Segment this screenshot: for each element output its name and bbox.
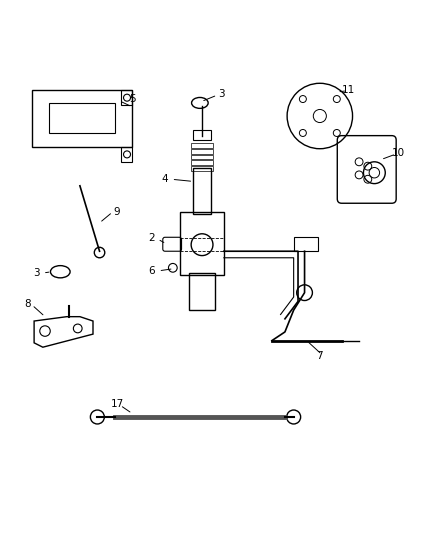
Bar: [49, 103, 115, 133]
Bar: [121, 147, 132, 162]
Text: 3: 3: [218, 89, 225, 99]
Text: 3: 3: [33, 268, 39, 278]
Text: 11: 11: [341, 85, 354, 95]
Text: 9: 9: [113, 207, 120, 217]
Text: 17: 17: [110, 399, 124, 409]
Text: 7: 7: [316, 351, 322, 361]
Circle shape: [296, 285, 312, 301]
Bar: [180, 212, 223, 275]
Text: 4: 4: [161, 174, 168, 184]
Bar: [191, 143, 212, 148]
Bar: [191, 155, 212, 159]
Text: 10: 10: [391, 148, 404, 158]
Bar: [191, 166, 212, 171]
Bar: [121, 90, 132, 105]
Text: 6: 6: [148, 266, 155, 276]
Bar: [191, 149, 212, 154]
Text: 5: 5: [129, 94, 135, 103]
Bar: [193, 168, 210, 214]
Bar: [193, 131, 210, 140]
Bar: [188, 273, 215, 310]
Text: 8: 8: [24, 298, 31, 309]
Bar: [293, 237, 317, 251]
Bar: [191, 160, 212, 165]
Text: 2: 2: [148, 233, 155, 243]
